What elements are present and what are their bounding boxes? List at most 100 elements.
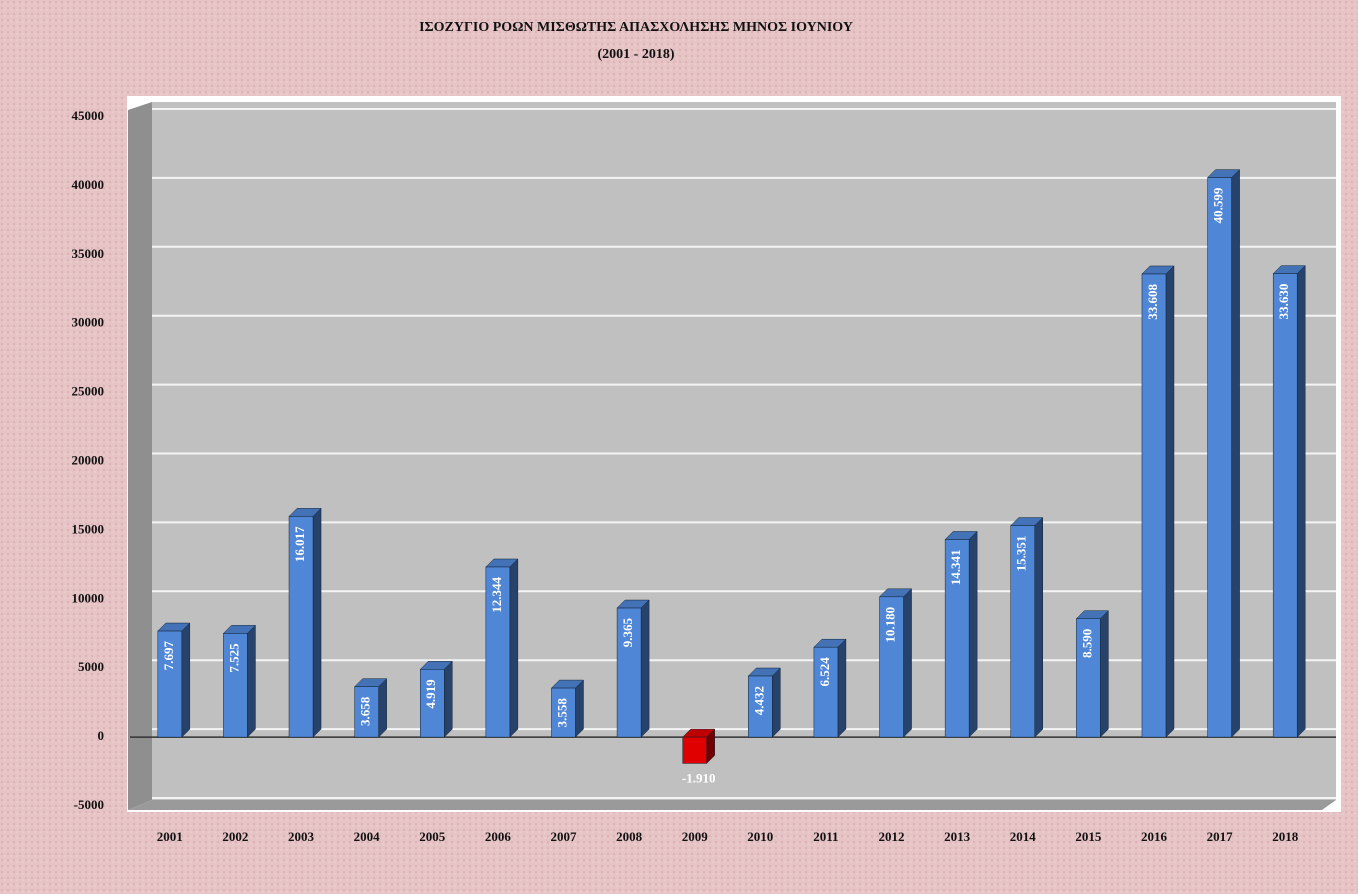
bar — [682, 728, 716, 765]
x-tick-label: 2014 — [1010, 829, 1037, 844]
data-label: 7.525 — [226, 643, 241, 673]
bar — [813, 638, 847, 738]
bar-side — [1165, 265, 1175, 738]
bar-front — [485, 566, 511, 738]
bar-side — [968, 530, 978, 738]
bar-side — [1034, 516, 1043, 738]
bar — [878, 588, 913, 738]
bar-side — [772, 667, 781, 738]
x-tick-label: 2013 — [944, 829, 971, 844]
x-tick-label: 2005 — [419, 829, 446, 844]
x-tick-label: 2009 — [682, 829, 709, 844]
bar-side — [837, 638, 847, 738]
bar-front — [157, 630, 183, 738]
data-label: 40.599 — [1211, 187, 1226, 223]
data-label: 3.558 — [554, 698, 569, 728]
x-tick-label: 2008 — [616, 829, 643, 844]
data-label: 4.432 — [751, 686, 766, 715]
y-tick-label: 10000 — [72, 590, 105, 605]
y-tick-label: 45000 — [72, 108, 105, 123]
y-tick-label: 30000 — [72, 315, 105, 330]
data-label: 6.524 — [817, 657, 832, 687]
bar — [485, 558, 519, 738]
y-tick-label: 40000 — [72, 177, 105, 192]
y-tick-label: 5000 — [78, 659, 104, 674]
bar-front — [1076, 618, 1101, 738]
bar — [1272, 265, 1306, 738]
bar-side — [181, 622, 191, 738]
x-tick-label: 2003 — [288, 829, 315, 844]
bar-side — [1100, 610, 1109, 738]
data-label: 7.697 — [161, 641, 176, 671]
bar-front — [1141, 273, 1167, 738]
bar — [944, 530, 978, 738]
data-label: 14.341 — [948, 549, 963, 585]
data-label: 3.658 — [358, 696, 373, 726]
bar-side — [312, 507, 322, 738]
data-label: 33.608 — [1145, 283, 1160, 319]
bar-side — [575, 679, 584, 738]
bar — [419, 660, 453, 738]
bar — [1141, 265, 1175, 738]
bar — [157, 622, 191, 738]
bar-front — [616, 607, 642, 738]
x-tick-label: 2007 — [550, 829, 577, 844]
bar-front — [288, 516, 314, 738]
y-tick-label: 35000 — [72, 246, 105, 261]
bar-front — [748, 675, 773, 738]
x-tick-label: 2010 — [747, 829, 773, 844]
bar — [222, 624, 257, 738]
x-tick-label: 2012 — [879, 829, 905, 844]
bar-front — [551, 687, 576, 738]
bar-side — [1231, 169, 1240, 738]
y-tick-label: 0 — [98, 728, 105, 743]
data-label: 15.351 — [1014, 536, 1029, 572]
side-wall — [128, 102, 152, 810]
bar-side — [1296, 265, 1306, 738]
bar-front — [944, 539, 970, 738]
data-label: 10.180 — [883, 607, 898, 643]
y-tick-label: 20000 — [72, 452, 105, 467]
x-tick-label: 2018 — [1272, 829, 1299, 844]
data-label: 33.630 — [1276, 284, 1291, 320]
bar-front — [1272, 273, 1298, 738]
data-label: 12.344 — [489, 576, 504, 612]
x-tick-label: 2004 — [354, 829, 381, 844]
bar-side — [378, 678, 387, 738]
bar-front — [879, 596, 904, 738]
bar — [288, 507, 322, 738]
bar-side — [247, 624, 256, 738]
bar-front — [1010, 525, 1035, 738]
x-tick-label: 2001 — [157, 829, 183, 844]
data-label: 8.590 — [1079, 629, 1094, 658]
x-tick-label: 2016 — [1141, 829, 1168, 844]
plot-wall — [152, 102, 1336, 800]
bar-front — [354, 686, 379, 738]
y-tick-label: -5000 — [74, 797, 104, 812]
bar — [1206, 169, 1241, 738]
bar-side — [509, 558, 519, 738]
floor — [128, 800, 1336, 810]
data-label: 4.919 — [423, 679, 438, 709]
bar — [1075, 610, 1109, 738]
bar-front — [420, 669, 445, 738]
y-tick-label: 15000 — [72, 521, 105, 536]
bar — [747, 667, 781, 738]
data-label: 9.365 — [620, 618, 635, 648]
y-tick-label: 25000 — [72, 384, 105, 399]
bar-front — [1207, 177, 1232, 738]
chart-title: ΙΣΟΖΥΓΙΟ ΡΟΩΝ ΜΙΣΘΩΤΗΣ ΑΠΑΣΧΟΛΗΣΗΣ ΜΗΝΟΣ… — [419, 20, 853, 35]
x-tick-label: 2011 — [813, 829, 838, 844]
bar-front — [223, 633, 248, 738]
bar — [550, 679, 585, 738]
bar-front — [682, 736, 707, 764]
bar-side — [903, 588, 912, 738]
bar — [1010, 516, 1044, 738]
bar-side — [640, 599, 650, 738]
x-tick-label: 2002 — [222, 829, 248, 844]
data-label: 16.017 — [292, 526, 307, 562]
x-tick-label: 2015 — [1075, 829, 1102, 844]
x-tick-label: 2017 — [1207, 829, 1234, 844]
data-label: -1.910 — [682, 770, 716, 785]
